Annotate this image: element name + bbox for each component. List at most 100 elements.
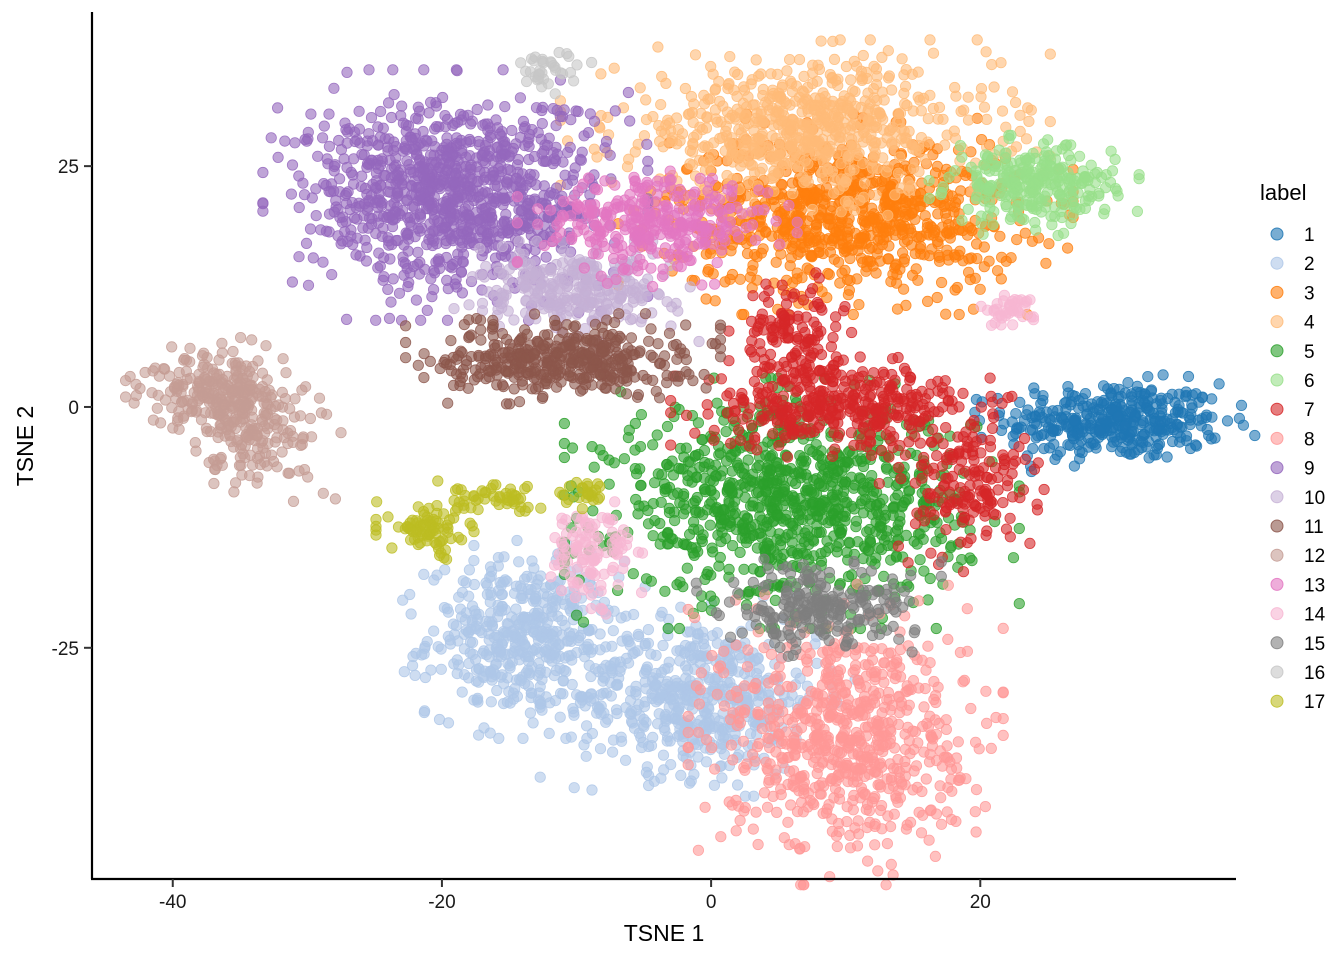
data-point-label-2 <box>554 711 566 723</box>
data-point-label-3 <box>906 269 919 281</box>
data-point-label-8 <box>709 763 721 775</box>
data-point-label-4 <box>876 86 889 98</box>
data-point-label-5 <box>761 462 773 474</box>
data-point-label-7 <box>997 496 1009 509</box>
data-point-label-5 <box>801 482 814 494</box>
data-point-label-4 <box>927 47 940 59</box>
data-point-label-4 <box>721 169 733 182</box>
data-point-label-2 <box>472 729 485 741</box>
data-point-label-6 <box>1042 134 1054 146</box>
data-point-label-5 <box>667 469 680 481</box>
data-point-label-7 <box>758 290 771 303</box>
data-point-label-8 <box>872 865 884 877</box>
data-point-label-4 <box>1006 86 1019 98</box>
data-point-label-4 <box>634 82 646 94</box>
data-point-label-7 <box>957 387 969 399</box>
data-point-label-4 <box>756 119 768 131</box>
data-point-label-3 <box>734 273 746 285</box>
data-point-label-6 <box>1029 152 1041 164</box>
data-point-label-2 <box>688 652 700 664</box>
data-point-label-2 <box>594 644 606 656</box>
data-point-label-2 <box>674 655 686 667</box>
data-point-label-7 <box>1019 453 1031 465</box>
data-point-label-7 <box>721 390 733 402</box>
data-point-label-7 <box>956 496 969 508</box>
data-point-label-3 <box>1011 234 1023 246</box>
data-point-label-3 <box>994 230 1006 242</box>
data-point-label-4 <box>848 204 861 216</box>
data-point-label-5 <box>964 552 976 564</box>
data-point-label-7 <box>830 321 842 333</box>
data-point-label-6 <box>965 161 977 173</box>
data-point-label-2 <box>473 608 485 620</box>
data-point-label-4 <box>835 158 847 170</box>
data-point-label-3 <box>787 240 799 252</box>
data-point-label-2 <box>654 692 666 704</box>
data-point-label-2 <box>633 630 645 643</box>
data-point-label-5 <box>837 485 850 498</box>
data-point-label-2 <box>524 707 537 719</box>
data-point-label-6 <box>954 140 967 152</box>
data-point-label-7 <box>893 461 905 474</box>
data-point-label-2 <box>715 743 727 755</box>
data-point-label-4 <box>868 141 880 153</box>
data-point-label-4 <box>885 84 898 96</box>
data-point-label-7 <box>898 362 911 374</box>
data-point-label-7 <box>887 441 899 454</box>
data-point-label-4 <box>777 124 790 136</box>
data-point-label-7 <box>804 381 816 393</box>
data-point-label-7 <box>904 374 916 386</box>
data-point-label-2 <box>493 732 505 745</box>
data-point-label-5 <box>640 573 653 585</box>
data-point-label-2 <box>567 628 580 640</box>
data-point-label-7 <box>833 427 846 439</box>
data-point-label-5 <box>603 478 615 490</box>
data-point-label-5 <box>715 535 727 548</box>
data-point-label-8 <box>699 801 711 813</box>
data-point-label-7 <box>734 434 747 446</box>
data-point-label-8 <box>725 689 737 701</box>
data-point-label-2 <box>511 534 523 547</box>
data-point-label-4 <box>687 138 699 151</box>
data-point-label-2 <box>594 628 606 640</box>
data-point-label-4 <box>652 41 664 53</box>
data-point-label-7 <box>765 358 777 371</box>
data-point-label-4 <box>689 49 702 61</box>
data-point-label-7 <box>984 372 996 384</box>
data-point-label-4 <box>978 101 991 113</box>
data-point-label-7 <box>824 372 837 384</box>
data-point-label-7 <box>745 419 758 431</box>
points-layer <box>120 34 1261 891</box>
data-point-label-7 <box>940 501 953 514</box>
data-point-label-2 <box>547 630 559 642</box>
data-point-label-3 <box>911 195 923 207</box>
data-point-label-2 <box>665 758 677 771</box>
data-point-label-4 <box>980 46 992 58</box>
data-point-label-1 <box>1132 444 1144 456</box>
data-point-label-3 <box>936 221 949 233</box>
data-point-label-4 <box>1044 116 1056 128</box>
data-point-label-1 <box>1049 453 1061 465</box>
data-point-label-7 <box>902 557 914 569</box>
data-point-label-4 <box>674 135 686 147</box>
data-point-label-2 <box>679 639 692 652</box>
data-point-label-3 <box>974 283 986 295</box>
data-point-label-7 <box>871 415 883 427</box>
data-point-label-2 <box>463 657 475 670</box>
data-point-label-3 <box>874 222 887 234</box>
data-point-label-4 <box>708 137 720 149</box>
data-point-label-4 <box>924 34 936 46</box>
data-point-label-7 <box>702 408 714 420</box>
data-point-label-6 <box>1043 166 1055 178</box>
data-point-label-7 <box>1004 531 1016 543</box>
data-point-label-7 <box>845 326 858 339</box>
data-point-label-2 <box>571 646 583 659</box>
data-point-label-7 <box>1009 455 1022 467</box>
data-point-label-5 <box>875 515 887 527</box>
data-point-label-3 <box>949 284 961 296</box>
data-point-label-3 <box>911 230 923 243</box>
data-point-label-6 <box>1013 181 1026 193</box>
data-point-label-8 <box>961 603 973 615</box>
data-point-label-3 <box>851 273 863 285</box>
data-point-label-7 <box>832 390 844 402</box>
